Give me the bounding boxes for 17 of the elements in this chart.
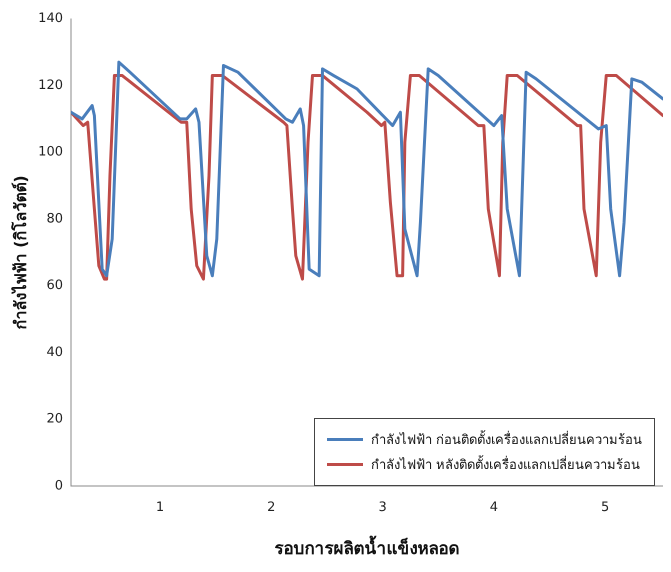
y-tick-label: 20 bbox=[46, 412, 64, 427]
y-tick-label: 80 bbox=[46, 211, 64, 226]
y-tick-label: 100 bbox=[38, 144, 64, 160]
legend-label: กำลังไฟฟ้า หลังติดตั้งเครื่องแลกเปลี่ยนความร้อน bbox=[370, 454, 640, 475]
y-tick-label: 0 bbox=[54, 478, 64, 494]
y-tick-label: 120 bbox=[38, 78, 64, 93]
y-tick-label: 40 bbox=[46, 344, 64, 360]
x-tick-label: 2 bbox=[267, 500, 276, 516]
y-tick-label: 140 bbox=[38, 11, 64, 26]
x-axis-title: รอบการผลิตน้ำแข็งหลอด bbox=[274, 535, 460, 560]
x-tick-label: 1 bbox=[156, 500, 164, 516]
x-tick-label: 5 bbox=[600, 500, 610, 516]
y-axis-title: กำลังไฟฟ้า (กิโลวัตต์) bbox=[10, 175, 30, 330]
x-tick-label: 3 bbox=[378, 500, 387, 516]
x-tick-label: 4 bbox=[490, 500, 498, 516]
y-tick-label: 60 bbox=[46, 278, 64, 294]
legend-label: กำลังไฟฟ้า ก่อนติดตั้งเครื่องแลกเปลี่ยนความร้อน bbox=[370, 429, 642, 450]
